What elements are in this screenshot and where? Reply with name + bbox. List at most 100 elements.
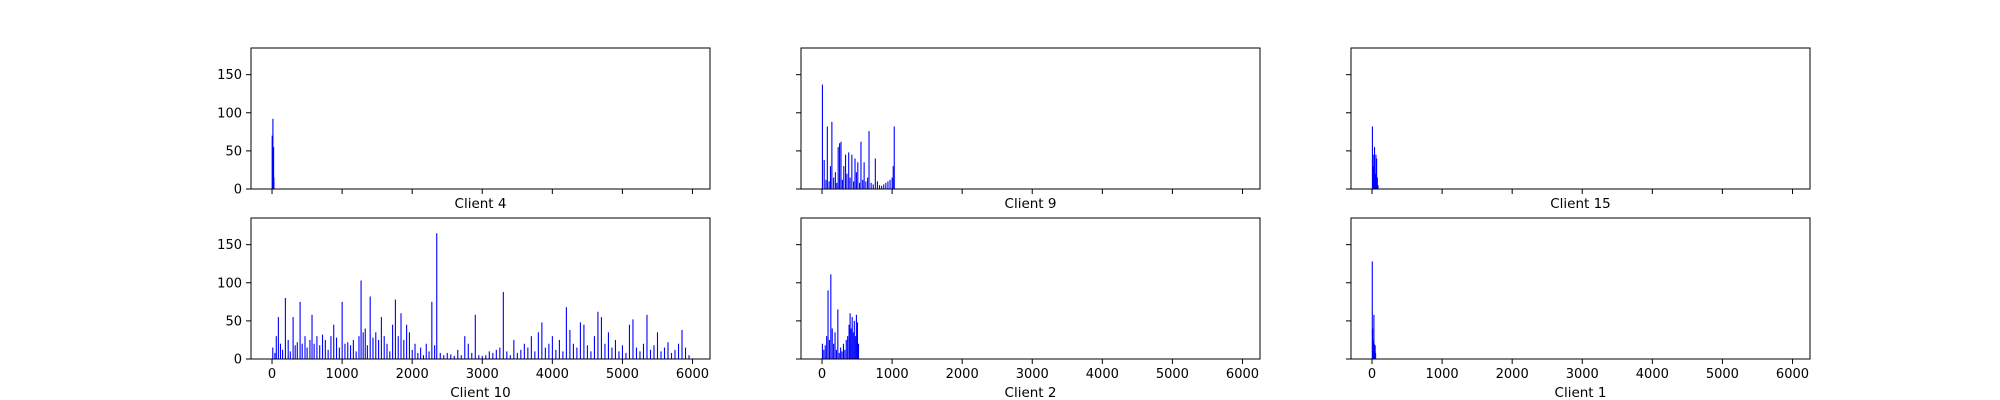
bar	[513, 339, 515, 359]
bar	[316, 336, 318, 359]
x-tick-label: 2000	[946, 367, 979, 382]
bar	[403, 339, 405, 359]
bar	[677, 343, 680, 359]
bar	[397, 336, 399, 359]
bar	[360, 280, 362, 359]
bar	[885, 182, 887, 189]
bar	[831, 121, 833, 189]
axes-frame	[250, 217, 711, 360]
axes-frame	[800, 217, 1261, 360]
bar	[841, 179, 843, 189]
bar	[520, 349, 522, 359]
bar	[670, 352, 673, 359]
bar	[420, 347, 422, 359]
bar	[688, 355, 690, 359]
bar	[347, 342, 349, 359]
bar	[292, 317, 294, 359]
bar	[478, 355, 480, 359]
bar-group	[1371, 126, 1379, 189]
bar	[865, 181, 867, 189]
bar	[333, 324, 335, 359]
bar	[867, 177, 869, 189]
x-tick-label: 3000	[466, 367, 499, 382]
bar	[324, 339, 326, 359]
bar	[607, 332, 609, 359]
bar	[327, 349, 329, 359]
bar	[593, 336, 595, 359]
bar	[854, 158, 856, 189]
bar	[352, 339, 354, 359]
bar	[663, 347, 666, 359]
bar	[847, 336, 849, 359]
bar	[835, 349, 837, 359]
bar	[614, 339, 616, 359]
bar	[855, 314, 857, 359]
bar	[400, 313, 402, 359]
bar	[863, 162, 865, 189]
bar	[453, 355, 455, 359]
bar	[851, 317, 853, 359]
bar	[887, 181, 889, 189]
bar	[460, 355, 462, 359]
bar	[837, 309, 839, 359]
x-tick-label: 5000	[1706, 367, 1739, 382]
bar	[878, 185, 881, 189]
bar	[826, 126, 828, 189]
bar	[834, 332, 836, 359]
x-tick-label: 0	[818, 367, 826, 382]
bar	[516, 352, 518, 359]
bar	[309, 339, 311, 359]
x-tick-label: 1000	[326, 367, 359, 382]
bar	[868, 131, 870, 189]
bar	[849, 177, 851, 189]
bar	[852, 332, 854, 359]
bar	[821, 84, 823, 189]
x-tick-label: 0	[1368, 367, 1376, 382]
bar	[857, 343, 860, 359]
bar	[422, 355, 424, 359]
bar	[586, 345, 588, 359]
bar	[275, 336, 277, 359]
bar	[527, 347, 529, 359]
bar	[833, 343, 835, 359]
bar	[1373, 314, 1375, 359]
bar	[1373, 147, 1376, 189]
bar	[1375, 154, 1377, 189]
bar	[611, 347, 613, 359]
bar	[551, 336, 553, 359]
bar	[299, 301, 301, 359]
bar	[273, 177, 275, 189]
bar	[824, 345, 826, 359]
bar	[855, 172, 857, 189]
chart-panel: 0 1000 2000 3000 4000 5000 6000 Client 2	[796, 217, 1261, 400]
bar	[408, 332, 410, 359]
axes-frame	[800, 47, 1261, 190]
y-tick-label: 50	[225, 314, 242, 329]
bar	[856, 322, 859, 359]
bar	[272, 347, 274, 359]
y-tick-label: 100	[217, 276, 242, 291]
bar-group	[272, 233, 690, 359]
axes-frame	[250, 47, 711, 190]
bar	[604, 343, 606, 359]
bar	[383, 336, 385, 359]
bar	[319, 345, 321, 359]
bar	[495, 349, 497, 359]
bar	[656, 332, 659, 359]
bar	[674, 349, 676, 359]
bar	[321, 334, 324, 359]
x-tick-label: 3000	[1566, 367, 1599, 382]
bar	[840, 347, 842, 359]
bar	[821, 343, 823, 359]
bar	[849, 313, 851, 359]
bar	[335, 337, 338, 359]
bar-group	[821, 274, 860, 359]
bar	[311, 314, 313, 359]
bar	[474, 314, 476, 359]
bar	[304, 336, 306, 359]
bar	[471, 352, 473, 359]
bar	[857, 162, 859, 189]
bar	[828, 339, 830, 359]
bar	[364, 328, 366, 359]
bar	[417, 352, 419, 359]
